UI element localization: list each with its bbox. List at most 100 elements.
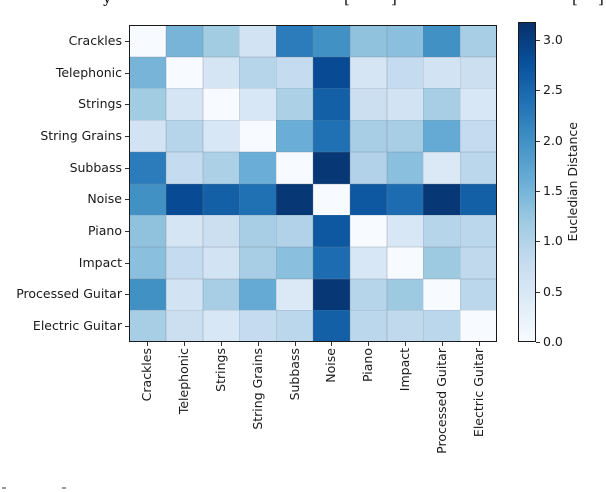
heatmap-cell bbox=[423, 278, 461, 311]
heatmap-cell bbox=[386, 215, 424, 248]
heatmap-cell bbox=[313, 56, 351, 89]
heatmap-cell bbox=[165, 120, 204, 153]
heatmap-cell bbox=[202, 246, 240, 280]
heatmap-cell bbox=[386, 88, 424, 121]
x-tick-label: String Grains bbox=[249, 348, 265, 430]
heatmap-cell bbox=[202, 278, 240, 311]
heatmap-cell bbox=[386, 56, 424, 89]
heatmap-cell bbox=[202, 151, 240, 184]
heatmap-cell bbox=[239, 278, 277, 311]
heatmap-cell bbox=[313, 151, 351, 184]
heatmap-cell bbox=[129, 183, 167, 216]
cropped-text-fragment: [ bbox=[344, 0, 350, 7]
heatmap-cell bbox=[423, 183, 461, 216]
cropped-text-fragment: ] bbox=[598, 0, 604, 7]
heatmap-cell bbox=[239, 246, 277, 280]
heatmap-cell bbox=[423, 25, 461, 58]
y-tick-mark bbox=[125, 40, 129, 42]
y-tick-label: Electric Guitar bbox=[32, 318, 122, 334]
heatmap-cell bbox=[276, 246, 314, 280]
colorbar-tick-label: 2.5 bbox=[543, 82, 563, 98]
colorbar-tick-mark bbox=[536, 241, 540, 243]
colorbar-tick-mark bbox=[536, 291, 540, 293]
y-tick-label: Piano bbox=[88, 223, 122, 239]
y-tick-mark bbox=[125, 262, 129, 264]
heatmap-cell bbox=[313, 215, 351, 248]
heatmap-cell bbox=[129, 278, 167, 311]
heatmap-cell bbox=[386, 151, 424, 184]
heatmap-cell bbox=[349, 120, 388, 153]
heatmap-cell bbox=[165, 278, 204, 311]
x-tick-mark bbox=[478, 342, 480, 346]
heatmap-cell bbox=[202, 215, 240, 248]
heatmap-cell bbox=[349, 88, 388, 121]
x-tick-mark bbox=[221, 342, 222, 346]
heatmap-cell bbox=[276, 88, 314, 121]
heatmap-cell bbox=[460, 215, 498, 248]
y-tick-label: Crackles bbox=[68, 32, 122, 48]
heatmap-cell bbox=[202, 310, 240, 343]
heatmap-cell bbox=[129, 215, 167, 248]
x-tick-label: Processed Guitar bbox=[433, 348, 449, 454]
heatmap-cell bbox=[386, 183, 424, 216]
heatmap-cell bbox=[276, 151, 314, 184]
colorbar-tick-mark bbox=[536, 191, 540, 193]
x-tick-label: Electric Guitar bbox=[470, 348, 486, 438]
heatmap-cell bbox=[276, 56, 314, 89]
heatmap-cell bbox=[239, 310, 277, 343]
x-tick-label: Piano bbox=[360, 348, 376, 382]
y-tick-label: Impact bbox=[78, 254, 122, 270]
y-tick-label: Telephonic bbox=[55, 64, 122, 80]
heatmap-cell bbox=[423, 88, 461, 121]
heatmap-cell bbox=[423, 151, 461, 184]
x-tick-mark bbox=[294, 342, 296, 346]
heatmap-cell bbox=[239, 25, 277, 58]
y-tick-label: Strings bbox=[78, 96, 122, 112]
heatmap-cell bbox=[313, 120, 351, 153]
x-tick-mark bbox=[441, 342, 443, 346]
heatmap-cell bbox=[202, 183, 240, 216]
cropped-text-fragment: ] bbox=[391, 0, 397, 7]
heatmap-cell bbox=[349, 278, 388, 311]
heatmap-cell bbox=[460, 25, 498, 58]
heatmap-cell bbox=[276, 183, 314, 216]
cropped-text-fragment: [ bbox=[572, 0, 578, 7]
y-tick-mark bbox=[125, 326, 129, 328]
heatmap-cell bbox=[165, 25, 204, 58]
heatmap-cell bbox=[129, 56, 167, 89]
x-tick-mark bbox=[147, 342, 149, 346]
y-tick-mark bbox=[125, 104, 129, 106]
heatmap-cell bbox=[313, 88, 351, 121]
y-tick-label: Noise bbox=[87, 191, 122, 207]
colorbar-tick-label: 2.0 bbox=[543, 132, 563, 148]
heatmap-cell bbox=[202, 88, 240, 121]
x-tick-label: Crackles bbox=[139, 348, 155, 402]
heatmap-cell bbox=[165, 56, 204, 89]
cropped-caption-fragment bbox=[2, 487, 6, 489]
heatmap-cell bbox=[239, 88, 277, 121]
heatmap-cell bbox=[349, 25, 388, 58]
heatmap-cell bbox=[460, 88, 498, 121]
heatmap-cell bbox=[349, 56, 388, 89]
heatmap-cell bbox=[386, 278, 424, 311]
x-tick-mark bbox=[257, 342, 259, 346]
heatmap-cell bbox=[423, 246, 461, 280]
heatmap-cell bbox=[386, 310, 424, 343]
heatmap-cell bbox=[423, 310, 461, 343]
heatmap-cell bbox=[276, 215, 314, 248]
x-tick-label: Strings bbox=[213, 348, 228, 392]
heatmap-cell bbox=[460, 278, 498, 311]
x-tick-label: Telephonic bbox=[176, 348, 192, 415]
heatmap-cell bbox=[349, 215, 388, 248]
heatmap-cell bbox=[423, 56, 461, 89]
colorbar-label-box: Eucledian Distance bbox=[565, 22, 583, 342]
heatmap-cell bbox=[276, 25, 314, 58]
y-tick-label: Subbass bbox=[69, 159, 122, 175]
heatmap-cell bbox=[239, 215, 277, 248]
heatmap-cell bbox=[313, 25, 351, 58]
heatmap-cell bbox=[460, 310, 498, 343]
heatmap-cell bbox=[239, 183, 277, 216]
x-tick-mark bbox=[405, 342, 406, 346]
colorbar bbox=[518, 22, 536, 342]
heatmap-cell bbox=[386, 120, 424, 153]
